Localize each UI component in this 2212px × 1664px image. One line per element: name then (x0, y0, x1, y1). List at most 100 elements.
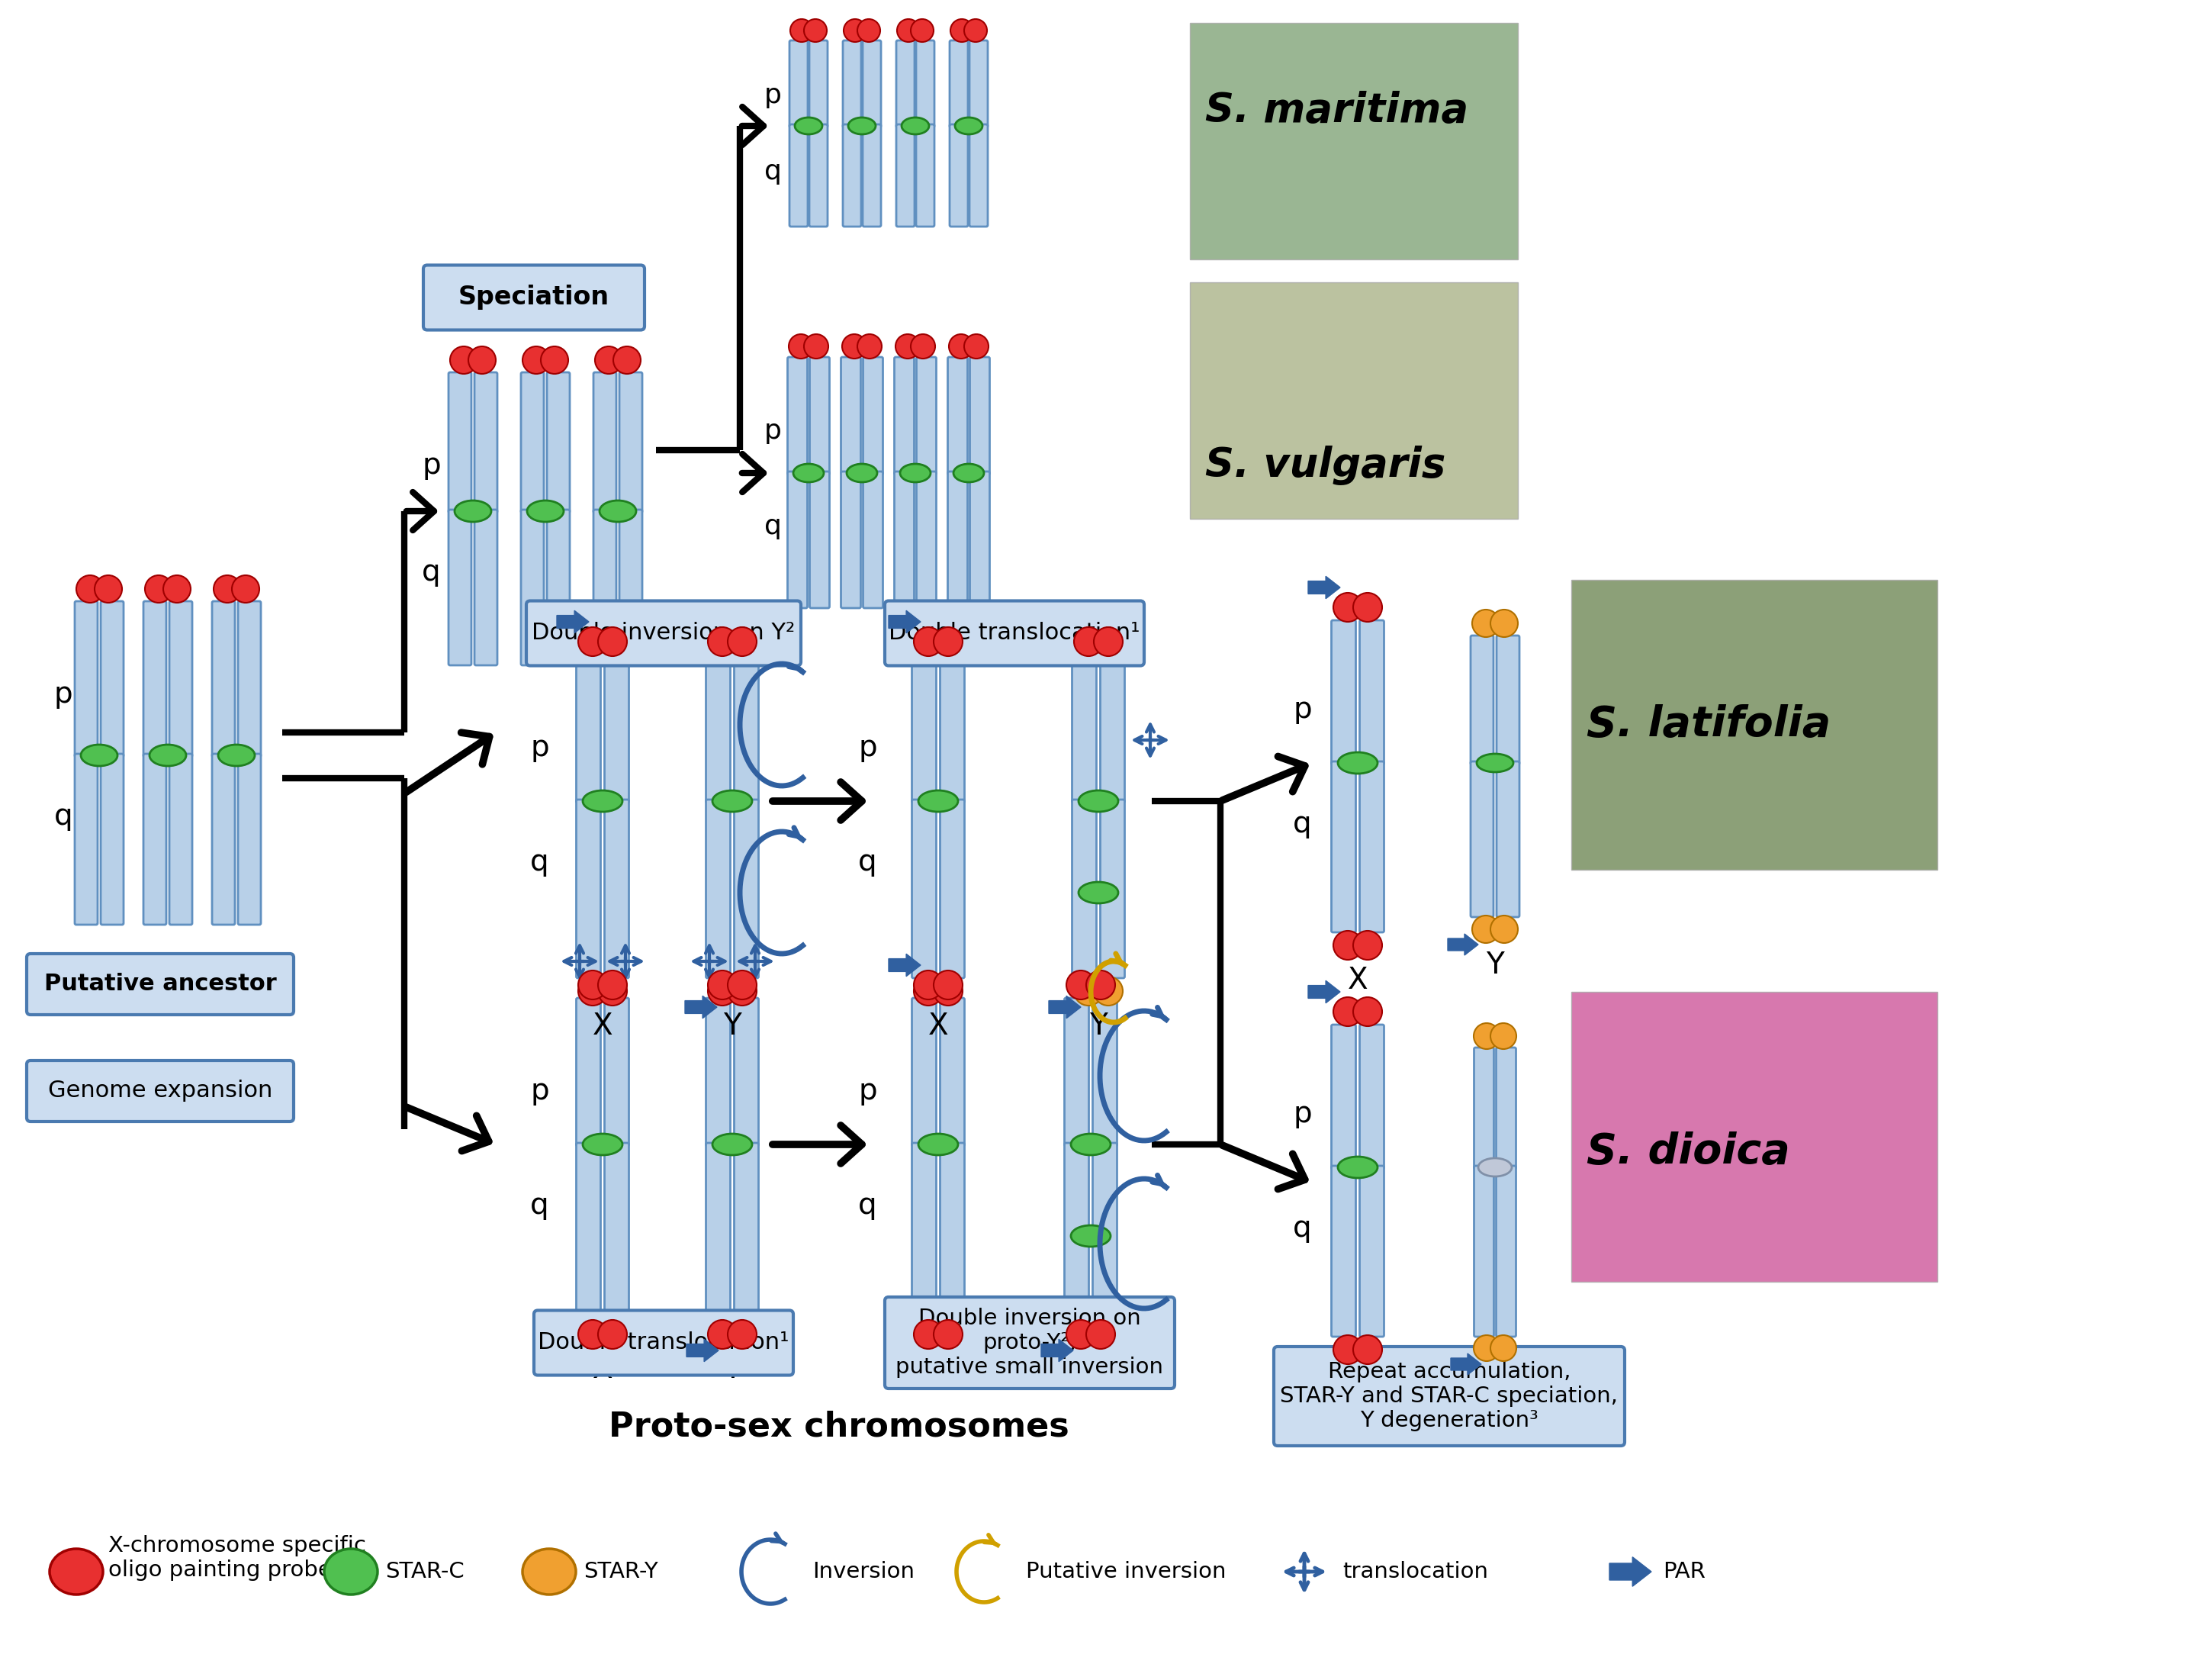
Text: p: p (858, 1077, 878, 1105)
Circle shape (1066, 970, 1095, 1000)
FancyBboxPatch shape (885, 601, 1144, 666)
Circle shape (949, 334, 973, 358)
FancyBboxPatch shape (1473, 1048, 1493, 1168)
FancyArrow shape (1048, 995, 1082, 1018)
Ellipse shape (847, 464, 878, 483)
FancyBboxPatch shape (969, 125, 989, 226)
FancyBboxPatch shape (473, 373, 498, 513)
Circle shape (1075, 977, 1104, 1005)
FancyBboxPatch shape (1332, 1025, 1356, 1168)
Circle shape (858, 334, 883, 358)
Text: Y: Y (1088, 1012, 1108, 1040)
Ellipse shape (1478, 754, 1513, 772)
Circle shape (708, 627, 737, 656)
Ellipse shape (900, 464, 931, 483)
FancyBboxPatch shape (1274, 1346, 1624, 1446)
FancyBboxPatch shape (949, 125, 969, 226)
Ellipse shape (1478, 1158, 1511, 1176)
FancyBboxPatch shape (947, 471, 967, 607)
FancyBboxPatch shape (1495, 1048, 1515, 1168)
Circle shape (1334, 1335, 1363, 1364)
FancyBboxPatch shape (810, 40, 827, 128)
Circle shape (911, 334, 936, 358)
Text: Inversion: Inversion (812, 1561, 914, 1582)
FancyBboxPatch shape (734, 654, 759, 802)
Text: X: X (929, 1354, 949, 1384)
FancyBboxPatch shape (810, 358, 830, 474)
FancyBboxPatch shape (212, 754, 234, 925)
Ellipse shape (522, 1549, 575, 1594)
Circle shape (577, 627, 606, 656)
Ellipse shape (918, 790, 958, 812)
FancyBboxPatch shape (522, 509, 544, 666)
Circle shape (933, 970, 962, 1000)
Text: Putative ancestor: Putative ancestor (44, 973, 276, 995)
Text: p: p (858, 734, 878, 762)
Circle shape (1491, 1023, 1517, 1048)
Text: STAR-C: STAR-C (385, 1561, 465, 1582)
Text: p: p (765, 83, 781, 108)
FancyBboxPatch shape (604, 654, 628, 802)
FancyBboxPatch shape (843, 125, 860, 226)
FancyBboxPatch shape (841, 358, 860, 474)
FancyBboxPatch shape (969, 40, 989, 128)
FancyBboxPatch shape (863, 125, 880, 226)
FancyBboxPatch shape (810, 471, 830, 607)
FancyBboxPatch shape (546, 373, 571, 513)
FancyBboxPatch shape (734, 1143, 759, 1321)
FancyBboxPatch shape (969, 471, 989, 607)
FancyArrow shape (1447, 934, 1478, 955)
Text: X: X (929, 1012, 949, 1040)
Circle shape (790, 334, 814, 358)
FancyBboxPatch shape (734, 800, 759, 978)
Circle shape (597, 970, 626, 1000)
FancyBboxPatch shape (473, 509, 498, 666)
Circle shape (911, 18, 933, 42)
FancyBboxPatch shape (533, 1310, 794, 1374)
Circle shape (1093, 627, 1124, 656)
Circle shape (1354, 1335, 1382, 1364)
Text: q: q (1294, 809, 1312, 839)
FancyBboxPatch shape (239, 754, 261, 925)
Text: PAR: PAR (1663, 1561, 1705, 1582)
Circle shape (1473, 1335, 1500, 1361)
FancyBboxPatch shape (449, 509, 471, 666)
Ellipse shape (956, 118, 982, 135)
FancyBboxPatch shape (787, 471, 807, 607)
FancyBboxPatch shape (1073, 654, 1097, 802)
FancyBboxPatch shape (604, 800, 628, 978)
FancyBboxPatch shape (969, 358, 989, 474)
Circle shape (1075, 627, 1104, 656)
FancyBboxPatch shape (949, 40, 969, 128)
Ellipse shape (1338, 1156, 1378, 1178)
FancyBboxPatch shape (1099, 800, 1124, 978)
Circle shape (1354, 997, 1382, 1027)
FancyArrow shape (889, 611, 920, 632)
Ellipse shape (582, 790, 622, 812)
Ellipse shape (325, 1549, 378, 1594)
Circle shape (843, 18, 867, 42)
FancyBboxPatch shape (593, 373, 617, 513)
Circle shape (914, 1320, 942, 1350)
FancyBboxPatch shape (546, 509, 571, 666)
Text: Genome expansion: Genome expansion (49, 1080, 272, 1102)
Circle shape (1086, 970, 1115, 1000)
FancyBboxPatch shape (916, 358, 936, 474)
Text: Proto-sex chromosomes: Proto-sex chromosomes (608, 1411, 1068, 1443)
FancyBboxPatch shape (144, 601, 166, 757)
Ellipse shape (456, 501, 491, 522)
Ellipse shape (794, 464, 823, 483)
FancyBboxPatch shape (1190, 23, 1517, 260)
Circle shape (914, 970, 942, 1000)
Circle shape (843, 334, 867, 358)
Circle shape (728, 977, 757, 1005)
Ellipse shape (902, 118, 929, 135)
Circle shape (577, 977, 606, 1005)
FancyBboxPatch shape (102, 601, 124, 757)
FancyBboxPatch shape (1073, 800, 1097, 978)
Text: q: q (422, 557, 440, 587)
FancyBboxPatch shape (619, 509, 641, 666)
Circle shape (790, 18, 814, 42)
Text: Y: Y (1486, 950, 1504, 980)
Text: q: q (531, 847, 549, 877)
